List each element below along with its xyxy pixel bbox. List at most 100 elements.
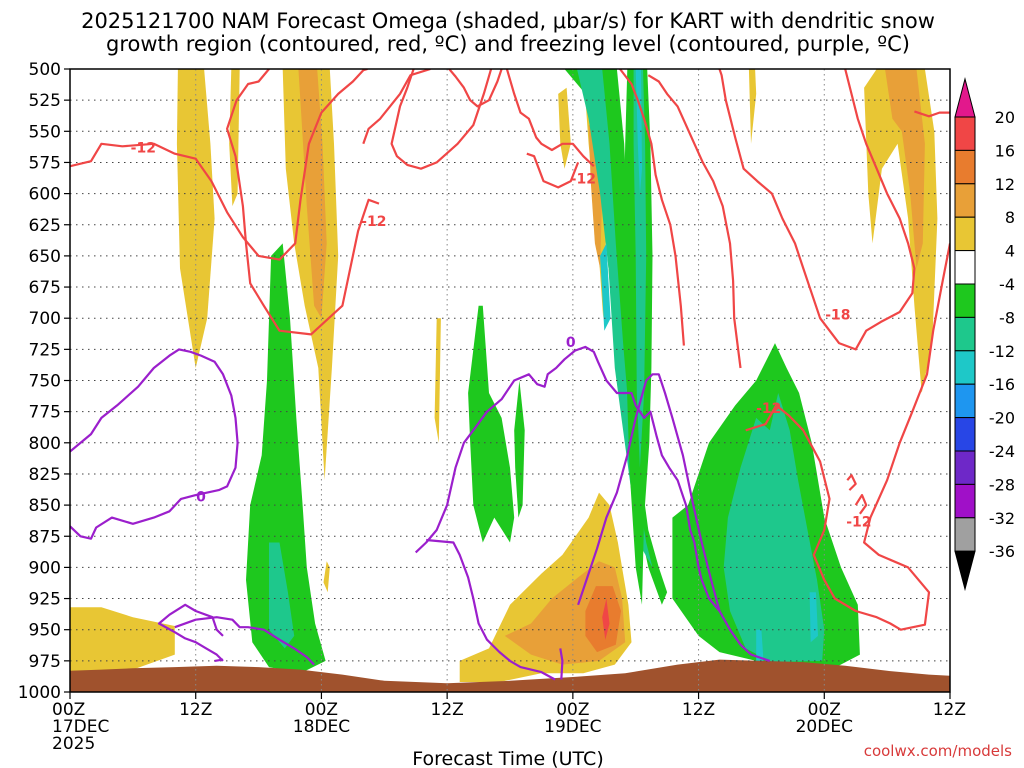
dgz-contour [390,69,493,170]
y-tick-label: 775 [29,403,61,423]
omega-region [269,542,295,649]
omega-region [176,69,215,368]
y-tick-label: 900 [29,558,61,578]
colorbar-bin [954,116,976,151]
y-tick-label: 975 [29,652,61,672]
y-tick-label: 750 [29,372,61,392]
colorbar-top-arrow [954,77,976,118]
colorbar: 20 16 12 8 4 -4 -8 -12 -16 -20 -24 -28 -32 -36 [954,77,1015,592]
colorbar-bin [954,450,976,485]
y-tick-label: 875 [29,527,61,547]
x-tick-label: 2025 [52,734,95,754]
colorbar-label: -32 [989,509,1015,528]
colorbar-label: -20 [989,409,1015,428]
dgz-contour [718,69,916,351]
dgz-contour [854,494,868,515]
freezing-contour [577,373,721,612]
dgz-contours [70,69,950,631]
y-tick-label: 500 [29,60,61,80]
dgz-contour [448,69,503,108]
x-tick-label: 00Z [52,700,85,720]
omega-region [70,607,175,674]
y-tick-label: 700 [29,309,61,329]
dgz-contour [647,74,742,369]
colorbar-label: -24 [989,442,1015,461]
dgz-contour [914,110,950,118]
omega-region [723,393,825,663]
y-tick-label: 1000 [18,683,61,703]
omega-region [809,592,818,643]
y-tick-label: 725 [29,340,61,360]
omega-region [434,318,441,443]
colorbar-bin [954,383,976,419]
chart-title-line: growth region (contoured, red, ºC) and f… [106,32,910,56]
chart-title-line: 2025121700 NAM Forecast Omega (shaded, μ… [81,9,935,33]
colorbar-label: 20 [995,108,1015,127]
dgz-contour [619,69,685,346]
omega-region [514,380,525,518]
x-tick-label: 17DEC [52,717,109,737]
omega-region [468,305,515,543]
colorbar-bin [954,350,976,385]
omega-region [748,69,757,144]
contour-label: -18 [825,307,850,323]
x-tick-label: 00Z [305,700,338,720]
y-axis: 500 525 550 575 600 625 650 675 700 725 750 775 800 8… [18,60,70,703]
omega-region [246,243,326,674]
y-tick-label: 675 [29,278,61,298]
y-tick-label: 625 [29,216,61,236]
gridlines [70,69,950,692]
colorbar-bin [954,517,976,552]
colorbar-label: 16 [995,141,1015,160]
y-tick-label: 575 [29,153,61,173]
colorbar-label: -12 [989,342,1015,361]
freezing-contour [214,658,224,662]
freezing-level-contours [70,345,771,681]
colorbar-label: -36 [989,542,1015,561]
freezing-contour [157,603,224,662]
colorbar-label: -8 [999,308,1015,327]
colorbar-label: -4 [999,275,1015,294]
omega-shading [70,69,938,682]
dgz-contour [745,243,950,631]
dgz-contour [846,474,857,491]
y-tick-label: 800 [29,434,61,454]
dgz-contour [526,152,580,189]
colorbar-label: 8 [1005,208,1015,227]
omega-region [323,561,330,593]
colorbar-bin [954,316,976,352]
omega-region [885,69,925,269]
chart-title: 2025121700 NAM Forecast Omega (shaded, μ… [81,9,935,56]
contour-label: 0 [566,335,576,351]
x-axis-title: Forecast Time (UTC) [412,748,603,768]
contour-label: 0 [196,489,206,505]
contour-label: -12 [756,401,781,417]
contour-label: -12 [571,172,596,188]
omega-region [756,629,764,661]
colorbar-label: 4 [1005,242,1015,261]
source-credit: coolwx.com/models [864,742,1012,760]
y-tick-label: 650 [29,247,61,267]
omega-region [558,87,571,169]
y-tick-label: 950 [29,621,61,641]
freezing-contour [559,648,564,680]
dgz-contour [70,69,368,261]
contour-label: -12 [361,214,386,230]
colorbar-bin [954,183,976,218]
freezing-contour [426,538,556,681]
contour-label: -12 [131,140,156,156]
freezing-contour [414,345,771,662]
contour-label: -12 [846,514,871,530]
colorbar-bin [954,216,976,252]
colorbar-label: 12 [995,175,1015,194]
x-tick-label: 12Z [431,700,464,720]
dgz-contour [226,69,380,336]
omega-region [282,69,339,481]
y-tick-label: 550 [29,122,61,142]
dgz-contour [505,69,595,167]
y-tick-label: 525 [29,91,61,111]
x-tick-label: 18DEC [293,717,350,737]
x-tick-label: 20DEC [796,717,853,737]
